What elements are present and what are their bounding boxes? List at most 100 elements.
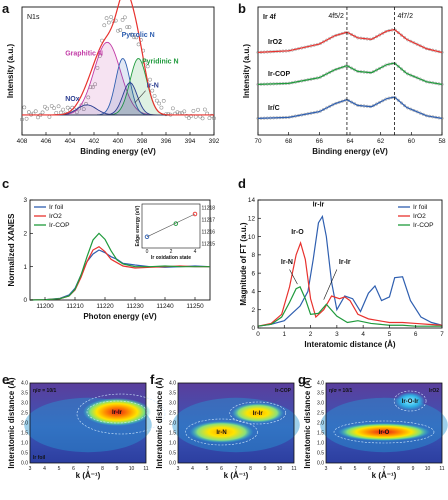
- panel-b: b Ir 4f IrO2 Ir-COP Ir/C 4f5/2 4f7/2 70 68 66 64 62…: [238, 1, 446, 156]
- data-point: [47, 114, 52, 119]
- data-point: [102, 23, 107, 28]
- y-tick-label: 3.0: [21, 401, 28, 407]
- series-line: [29, 249, 211, 301]
- series-line: [257, 62, 443, 85]
- feature-label: Ir-O: [379, 430, 390, 436]
- y-tick-label: 0: [251, 325, 255, 332]
- annot-ir-ir-2: Ir-Ir: [339, 259, 351, 266]
- x-tick-label: 1: [283, 331, 287, 338]
- x-tick-label: 7: [383, 466, 386, 472]
- y-tick-label: 12: [248, 215, 256, 222]
- data-point: [54, 110, 59, 115]
- data-point: [106, 20, 111, 25]
- x-axis-title: k (Å⁻¹): [76, 471, 101, 480]
- annot-arrow: [323, 269, 338, 300]
- data-point: [22, 105, 27, 110]
- data-point: [186, 116, 191, 120]
- data-point: [374, 102, 379, 106]
- data-point: [49, 104, 54, 108]
- x-tick-label: 394: [185, 138, 196, 145]
- x-axis-title: k (Å⁻¹): [224, 471, 249, 480]
- inset-y-tick: 11216: [202, 230, 216, 236]
- annot-irn: Ir-N: [147, 83, 159, 90]
- annot-ir-ir: Ir-Ir: [313, 201, 325, 208]
- y-axis-title: Interatomic distance (Å): [303, 377, 312, 468]
- y-tick-label: 0: [23, 297, 27, 304]
- inset-area: [141, 203, 201, 249]
- data-point: [202, 107, 207, 112]
- x-tick-label: 406: [41, 138, 52, 145]
- data-point: [191, 108, 196, 113]
- panel-a: a N1s Graphitic N Pyrrolic N Pyridinic N Ir-N…: [2, 0, 220, 156]
- data-point: [331, 35, 335, 39]
- y-tick-label: 4.0: [21, 381, 28, 387]
- contour: [76, 393, 166, 435]
- data-point: [328, 36, 332, 40]
- data-point: [159, 105, 164, 110]
- y-axis-title: Intensity (a.u.): [242, 44, 251, 99]
- y-tick-label: 2.0: [169, 421, 176, 427]
- y-tick-label: 3.5: [21, 391, 28, 397]
- annot-arrow: [289, 269, 298, 285]
- x-tick-label: 398: [137, 138, 148, 145]
- contour: [185, 418, 258, 446]
- y-tick-label: 4.0: [169, 381, 176, 387]
- data-point: [125, 25, 130, 29]
- y-tick-label: 8: [251, 252, 255, 259]
- series-label: Ir/C: [268, 105, 280, 112]
- inset-point: [144, 234, 150, 240]
- annot-pyrrolic: Pyrrolic N: [122, 32, 155, 39]
- data-point: [209, 113, 214, 118]
- annot-arrow: [134, 90, 146, 104]
- inset-x-tick: 0: [146, 249, 149, 255]
- data-point: [86, 95, 91, 100]
- x-tick-label: 8: [249, 466, 252, 472]
- plot-area: [325, 382, 443, 464]
- data-point: [56, 104, 61, 109]
- data-point: [109, 15, 114, 19]
- x-tick-label: 66: [316, 138, 324, 145]
- annot-ir-o: Ir-O: [291, 229, 304, 236]
- x-tick-label: 8: [397, 466, 400, 472]
- x-tick-label: 5: [58, 466, 61, 472]
- x-tick-label: 11250: [186, 303, 204, 310]
- y-axis-title: Interatomic distance (Å): [7, 377, 16, 468]
- data-point: [403, 70, 407, 74]
- peak-label-5-2: 4f5/2: [328, 13, 344, 20]
- y-tick-label: 4.0: [317, 381, 324, 387]
- series-line: [257, 28, 443, 53]
- x-tick-label: 11: [439, 466, 444, 472]
- x-tick-label: 8: [101, 466, 104, 472]
- y-tick-label: 0.0: [169, 461, 176, 467]
- data-point: [207, 116, 212, 120]
- data-point: [152, 94, 157, 98]
- inset-x-title: Ir oxidation state: [151, 255, 191, 261]
- series-line: [29, 232, 210, 301]
- x-tick-label: 4: [339, 466, 342, 472]
- data-point: [353, 68, 357, 72]
- x-tick-label: 0: [256, 331, 260, 338]
- plot-area: [29, 382, 147, 464]
- contour: [86, 400, 148, 424]
- sample-label: Ir-COP: [275, 388, 292, 394]
- data-point: [346, 98, 350, 103]
- x-tick-label: 3: [29, 466, 32, 472]
- data-point: [182, 109, 187, 114]
- y-tick-label: 2.5: [169, 411, 176, 417]
- x-axis-title: Binding energy (eV): [312, 147, 388, 156]
- annot-ir-n: Ir-N: [281, 259, 293, 266]
- x-tick-label: 408: [17, 138, 28, 145]
- data-point: [129, 32, 134, 37]
- data-point: [74, 110, 79, 115]
- data-point: [157, 101, 162, 106]
- x-tick-label: 6: [72, 466, 75, 472]
- annot-nox: NOx: [65, 96, 80, 103]
- x-tick-label: 4: [191, 466, 194, 472]
- y-tick-label: 1: [23, 264, 27, 271]
- contour: [229, 401, 287, 425]
- data-point: [116, 28, 120, 33]
- x-tick-label: 6: [368, 466, 371, 472]
- panel-letter: d: [238, 176, 246, 191]
- feature-label: Ir-Ir: [112, 410, 123, 416]
